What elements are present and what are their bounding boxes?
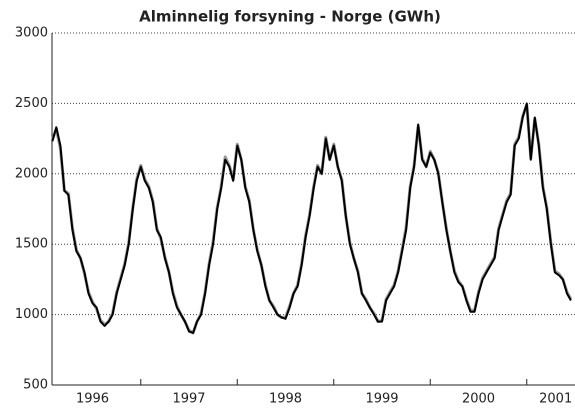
x-tick-label: 2001: [539, 392, 572, 407]
x-tick-label: 2000: [462, 392, 495, 407]
y-tick-label: 500: [23, 378, 48, 393]
line-series: [51, 102, 572, 334]
line-series: [50, 103, 573, 335]
y-tick-label: 3000: [15, 26, 48, 41]
y-tick-label: 2000: [15, 166, 48, 181]
x-tick-label: 1998: [269, 392, 302, 407]
y-tick-label: 1000: [15, 307, 48, 322]
x-tick-label: 1999: [365, 392, 398, 407]
x-tick-label: 1997: [172, 392, 205, 407]
y-tick-label: 1500: [15, 237, 48, 252]
y-tick-label: 2500: [15, 96, 48, 111]
chart-title: Alminnelig forsyning - Norge (GWh): [139, 8, 441, 26]
x-tick-label: 1996: [76, 392, 109, 407]
